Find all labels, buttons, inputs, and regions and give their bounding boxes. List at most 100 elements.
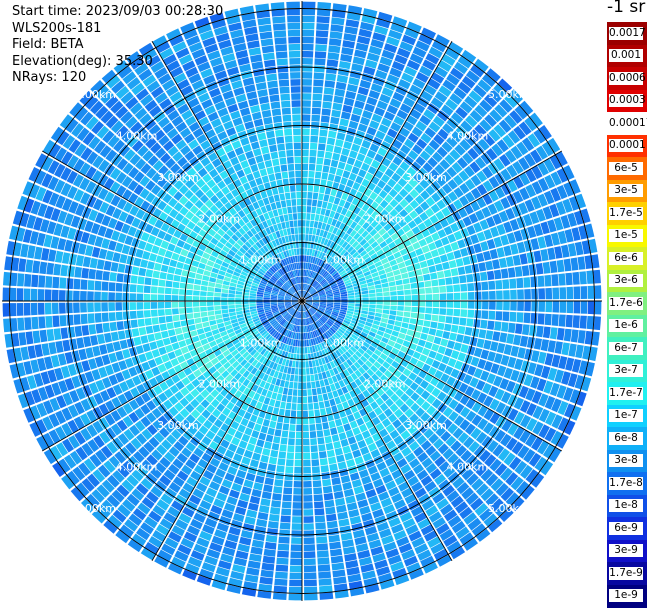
range-gate xyxy=(38,386,49,401)
range-gate xyxy=(433,256,442,265)
range-gate xyxy=(177,355,186,364)
range-gate xyxy=(429,468,442,480)
range-gate xyxy=(158,316,166,324)
range-gate xyxy=(140,94,154,107)
range-gate xyxy=(227,103,239,113)
range-gate xyxy=(289,565,302,573)
range-gate xyxy=(208,168,219,178)
range-gate xyxy=(116,198,127,210)
range-gate xyxy=(408,270,416,278)
range-gate xyxy=(295,445,302,453)
range-gate xyxy=(233,222,242,230)
range-gate xyxy=(425,196,436,207)
range-gate xyxy=(182,430,193,441)
range-gate xyxy=(288,438,295,446)
range-gate xyxy=(257,309,265,313)
range-gate xyxy=(148,436,160,448)
range-gate xyxy=(185,236,195,245)
range-gate xyxy=(40,219,50,233)
range-gate xyxy=(266,260,273,267)
range-gate xyxy=(446,136,458,148)
range-gate xyxy=(488,310,496,320)
range-gate xyxy=(222,546,236,557)
range-gate xyxy=(320,252,326,260)
range-gate xyxy=(353,485,364,495)
range-gate xyxy=(364,274,373,280)
range-gate xyxy=(262,555,276,564)
range-gate xyxy=(581,376,592,392)
range-gate xyxy=(148,124,161,136)
range-gate xyxy=(220,46,234,56)
range-gate xyxy=(195,323,203,330)
range-gate xyxy=(322,479,332,487)
range-gate xyxy=(401,322,409,329)
range-gate xyxy=(164,302,172,309)
range-gate xyxy=(247,420,256,430)
range-gate xyxy=(160,493,174,505)
range-gate xyxy=(333,95,344,104)
range-gate xyxy=(106,387,117,399)
range-gate xyxy=(146,412,157,423)
range-gate xyxy=(291,317,295,324)
range-gate xyxy=(173,274,181,282)
range-gate xyxy=(285,303,292,307)
range-gate xyxy=(246,221,254,230)
range-gate xyxy=(45,316,53,328)
range-gate xyxy=(375,308,383,314)
range-gate xyxy=(525,469,539,484)
range-gate xyxy=(268,87,279,96)
range-gate xyxy=(442,484,455,497)
range-gate xyxy=(413,446,424,457)
range-gate xyxy=(255,155,264,164)
range-gate xyxy=(430,203,441,214)
range-gate xyxy=(231,360,240,369)
range-gate xyxy=(80,398,92,412)
range-gate xyxy=(234,146,244,156)
range-gate xyxy=(579,271,587,285)
range-gate xyxy=(287,323,292,330)
range-gate xyxy=(334,381,341,390)
range-gate xyxy=(402,518,416,529)
range-gate xyxy=(287,367,292,374)
range-gate xyxy=(317,2,332,10)
range-gate xyxy=(217,107,229,118)
range-gate xyxy=(529,325,537,337)
range-gate xyxy=(259,355,266,363)
range-gate xyxy=(457,325,466,335)
range-gate xyxy=(277,372,283,380)
range-gate xyxy=(482,422,494,435)
range-gate xyxy=(385,480,397,491)
range-gate xyxy=(394,378,404,388)
range-gate xyxy=(272,275,278,281)
range-gate xyxy=(169,335,178,344)
range-gate xyxy=(66,302,73,314)
range-gate xyxy=(228,237,236,246)
range-gate xyxy=(212,408,221,418)
range-gate xyxy=(352,56,365,66)
range-gate xyxy=(200,204,209,214)
range-gate xyxy=(532,421,544,435)
range-gate xyxy=(182,60,196,72)
range-gate xyxy=(320,208,326,216)
range-gate xyxy=(323,378,330,386)
range-gate xyxy=(168,463,180,475)
range-gate xyxy=(453,174,464,186)
range-gate xyxy=(119,446,132,459)
range-gate xyxy=(128,513,143,527)
range-gate xyxy=(339,394,347,403)
range-gate xyxy=(338,267,345,274)
range-gate xyxy=(310,374,315,382)
range-gate xyxy=(190,550,205,561)
range-gate xyxy=(586,270,594,284)
range-gate xyxy=(61,474,75,490)
range-gate xyxy=(67,326,76,338)
range-gate xyxy=(446,301,454,308)
range-gate xyxy=(490,498,504,512)
range-gate xyxy=(194,110,206,121)
range-gate xyxy=(279,444,287,452)
range-gate xyxy=(434,473,447,486)
range-gate xyxy=(542,326,551,339)
range-gate xyxy=(446,540,462,554)
range-gate xyxy=(158,247,167,257)
range-gate xyxy=(304,255,307,262)
